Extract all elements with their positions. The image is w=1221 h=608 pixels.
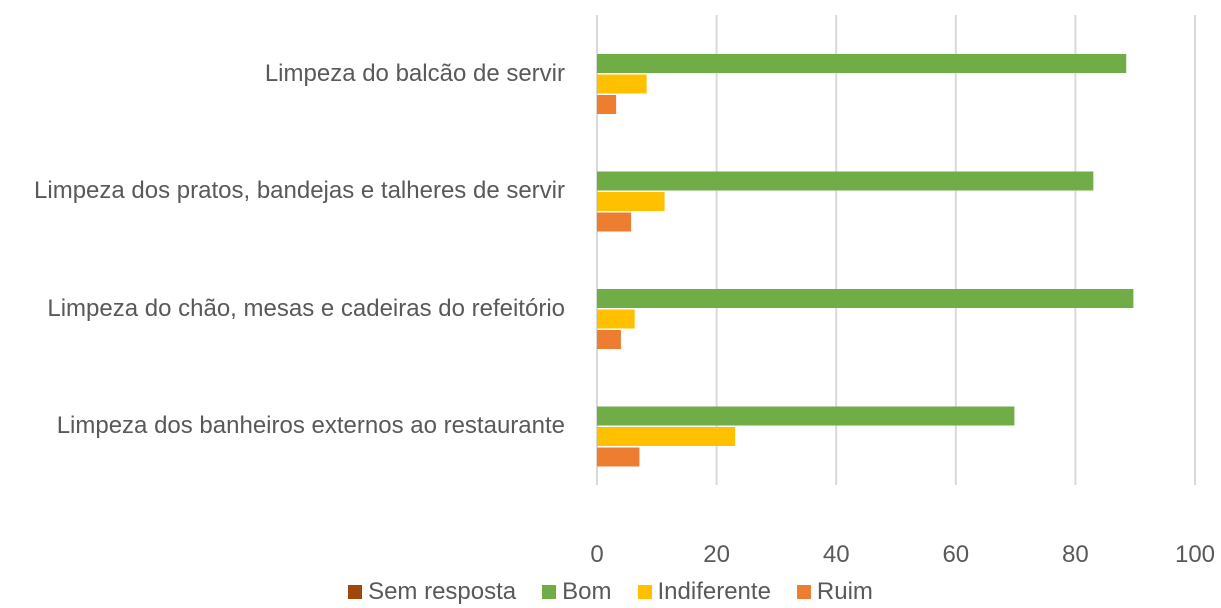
legend-swatch [542, 585, 557, 599]
bar [597, 95, 617, 114]
bar [597, 212, 632, 232]
bar [597, 447, 640, 467]
x-tick-label: 80 [1062, 541, 1089, 568]
bar [597, 289, 1134, 308]
legend-label: Bom [562, 578, 612, 605]
legend-item: Sem resposta [348, 578, 516, 606]
bar [597, 74, 647, 94]
legend-swatch [796, 585, 811, 599]
bar [597, 171, 1094, 191]
x-tick-label: 60 [942, 541, 969, 568]
legend-label: Sem resposta [368, 578, 517, 605]
x-tick-label: 40 [823, 541, 850, 568]
x-tick-label: 100 [1175, 541, 1215, 568]
legend-swatch [637, 585, 652, 599]
legend-item: Indiferente [637, 578, 771, 606]
legend: Sem resposta Bom Indiferente Ruim [0, 578, 1221, 606]
bar [597, 330, 621, 349]
y-tick-label: Limpeza dos banheiros externos ao restau… [56, 412, 565, 440]
bar [597, 406, 1015, 426]
legend-item: Ruim [796, 578, 873, 606]
legend-label: Ruim [816, 578, 873, 605]
x-tick-label: 0 [590, 541, 603, 568]
bar [597, 309, 635, 329]
bar [597, 54, 1127, 73]
legend-label: Indiferente [657, 578, 771, 605]
y-tick-label: Limpeza dos pratos, bandejas e talheres … [34, 177, 565, 205]
legend-swatch [348, 585, 363, 599]
x-tick-label: 20 [703, 541, 730, 568]
legend-item: Bom [542, 578, 612, 606]
y-tick-label: Limpeza do balcão de servir [264, 59, 565, 87]
y-tick-label: Limpeza do chão, mesas e cadeiras do ref… [47, 294, 565, 322]
bar [597, 427, 736, 446]
bar [597, 192, 665, 211]
